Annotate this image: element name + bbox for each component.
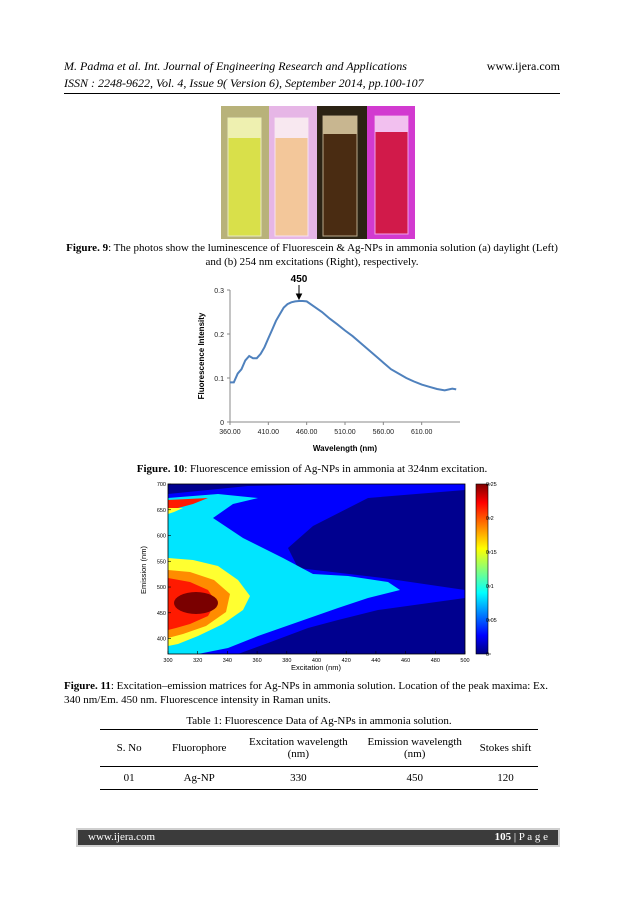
y-tick-label: 700	[157, 482, 166, 488]
footer-website[interactable]: www.ijera.com	[88, 831, 156, 843]
x-tick-label: 460.00	[296, 429, 318, 436]
figure-11-heatmap: 300 320 340 360 380 400 420 440 460 480 500 400 450…	[139, 482, 497, 672]
cell-stokes: 120	[497, 772, 514, 784]
x-tick-label: 400	[312, 658, 321, 664]
figure-10-caption-text: : Fluorescence emission of Ag-NPs in amm…	[184, 463, 488, 475]
x-tick-label: 380	[282, 658, 291, 664]
header-fluorophore: Fluorophore	[172, 742, 227, 754]
x-tick-label: 610.00	[411, 429, 433, 436]
x-tick-label: 560.00	[373, 429, 395, 436]
x-tick-label: 410.00	[258, 429, 280, 436]
y-tick-label: 550	[157, 559, 166, 565]
y-tick-label: 600	[157, 534, 166, 540]
y-tick-label: 500	[157, 585, 166, 591]
y-tick-label: 0.2	[214, 332, 224, 339]
x-tick-label: 440	[371, 658, 380, 664]
x-tick-label: 320	[193, 658, 202, 664]
figure-9-caption: Figure. 9: The photos show the luminesce…	[64, 241, 560, 269]
header-website[interactable]: www.ijera.com	[486, 59, 560, 73]
x-tick-label: 300	[163, 658, 172, 664]
y-tick-label: 0	[220, 420, 224, 427]
figure-9-photo	[221, 106, 415, 239]
footer-page: 105 | P a g e	[495, 831, 548, 843]
running-header-line2: ISSN : 2248-9622, Vol. 4, Issue 9( Versi…	[64, 76, 424, 90]
y-tick-label: 650	[157, 508, 166, 514]
colorbar-tick-label: 0.05	[486, 618, 497, 624]
x-tick-label: 360.00	[219, 429, 241, 436]
cell-emission: 450	[406, 772, 423, 784]
y-tick-label: 450	[157, 611, 166, 617]
table-1-title: Table 1: Fluorescence Data of Ag-NPs in …	[100, 714, 538, 728]
y-tick-label: 0.3	[214, 288, 224, 295]
table-1-label: Table 1	[186, 715, 219, 727]
header-rule	[64, 93, 560, 94]
figure-11-caption-text: : Excitation–emission matrices for Ag-NP…	[64, 680, 549, 706]
header-emission: Emission wavelength (nm)	[367, 736, 462, 760]
x-tick-label: 420	[342, 658, 351, 664]
x-tick-label: 460	[401, 658, 410, 664]
table-1: S. No Fluorophore Excitation wavelength …	[100, 729, 538, 790]
header-excitation: Excitation wavelength (nm)	[248, 736, 348, 760]
x-tick-label: 480	[431, 658, 440, 664]
heatmap-contours	[168, 484, 465, 654]
figure-10-caption: Figure. 10: Fluorescence emission of Ag-…	[64, 462, 560, 476]
header-sno: S. No	[116, 742, 142, 754]
running-header-line1: M. Padma et al. Int. Journal of Engineer…	[64, 59, 560, 74]
colorbar-tick-label: 0	[486, 652, 489, 658]
y-tick-label: 0.1	[214, 376, 224, 383]
excitation-axis-label: Excitation (nm)	[291, 663, 342, 672]
emission-axis-label: Emission (nm)	[139, 546, 148, 594]
peak-arrow-icon	[295, 285, 303, 301]
figure-9-label: Figure. 9	[66, 242, 109, 254]
figure-10-chart: 360.00 410.00 460.00 510.00 560.00 610.00 0 0.…	[197, 274, 460, 453]
y-tick-label: 400	[157, 637, 166, 643]
peak-annotation: 450	[291, 274, 308, 285]
page-footer: www.ijera.com 105 | P a g e	[76, 828, 560, 847]
table-header-row: S. No Fluorophore Excitation wavelength …	[100, 729, 538, 767]
header-stokes: Stokes shift	[479, 742, 532, 754]
x-axis-label: Wavelength (nm)	[313, 444, 377, 453]
figure-11-caption: Figure. 11: Excitation–emission matrices…	[64, 679, 564, 707]
figure-10-label: Figure. 10	[136, 463, 185, 475]
colorbar-tick-label: 0.2	[486, 516, 494, 522]
cell-sno: 01	[123, 772, 135, 784]
cell-fluorophore: Ag-NP	[183, 772, 215, 784]
x-tick-label: 500	[460, 658, 469, 664]
footer-page-label: | P a g e	[511, 831, 548, 843]
footer-page-number: 105	[494, 831, 512, 843]
colorbar-tick-label: 0.1	[486, 584, 494, 590]
figure-11-label: Figure. 11	[64, 680, 111, 692]
figure-9-caption-text: : The photos show the luminescence of Fl…	[108, 242, 558, 268]
x-tick-label: 510.00	[334, 429, 356, 436]
colorbar-tick-label: 0.25	[486, 482, 497, 488]
x-tick-label: 360	[253, 658, 262, 664]
emission-series-line	[230, 300, 457, 392]
x-tick-label: 340	[223, 658, 232, 664]
colorbar-tick-label: 0.15	[486, 550, 497, 556]
header-citation: M. Padma et al. Int. Journal of Engineer…	[64, 59, 407, 73]
colorbar	[475, 483, 489, 655]
table-row: 01 Ag-NP 330 450 120	[100, 767, 538, 790]
cell-excitation: 330	[290, 772, 307, 784]
y-axis-label: Fluorescence Intensity	[197, 312, 206, 399]
table-1-title-text: : Fluorescence Data of Ag-NPs in ammonia…	[218, 715, 452, 727]
